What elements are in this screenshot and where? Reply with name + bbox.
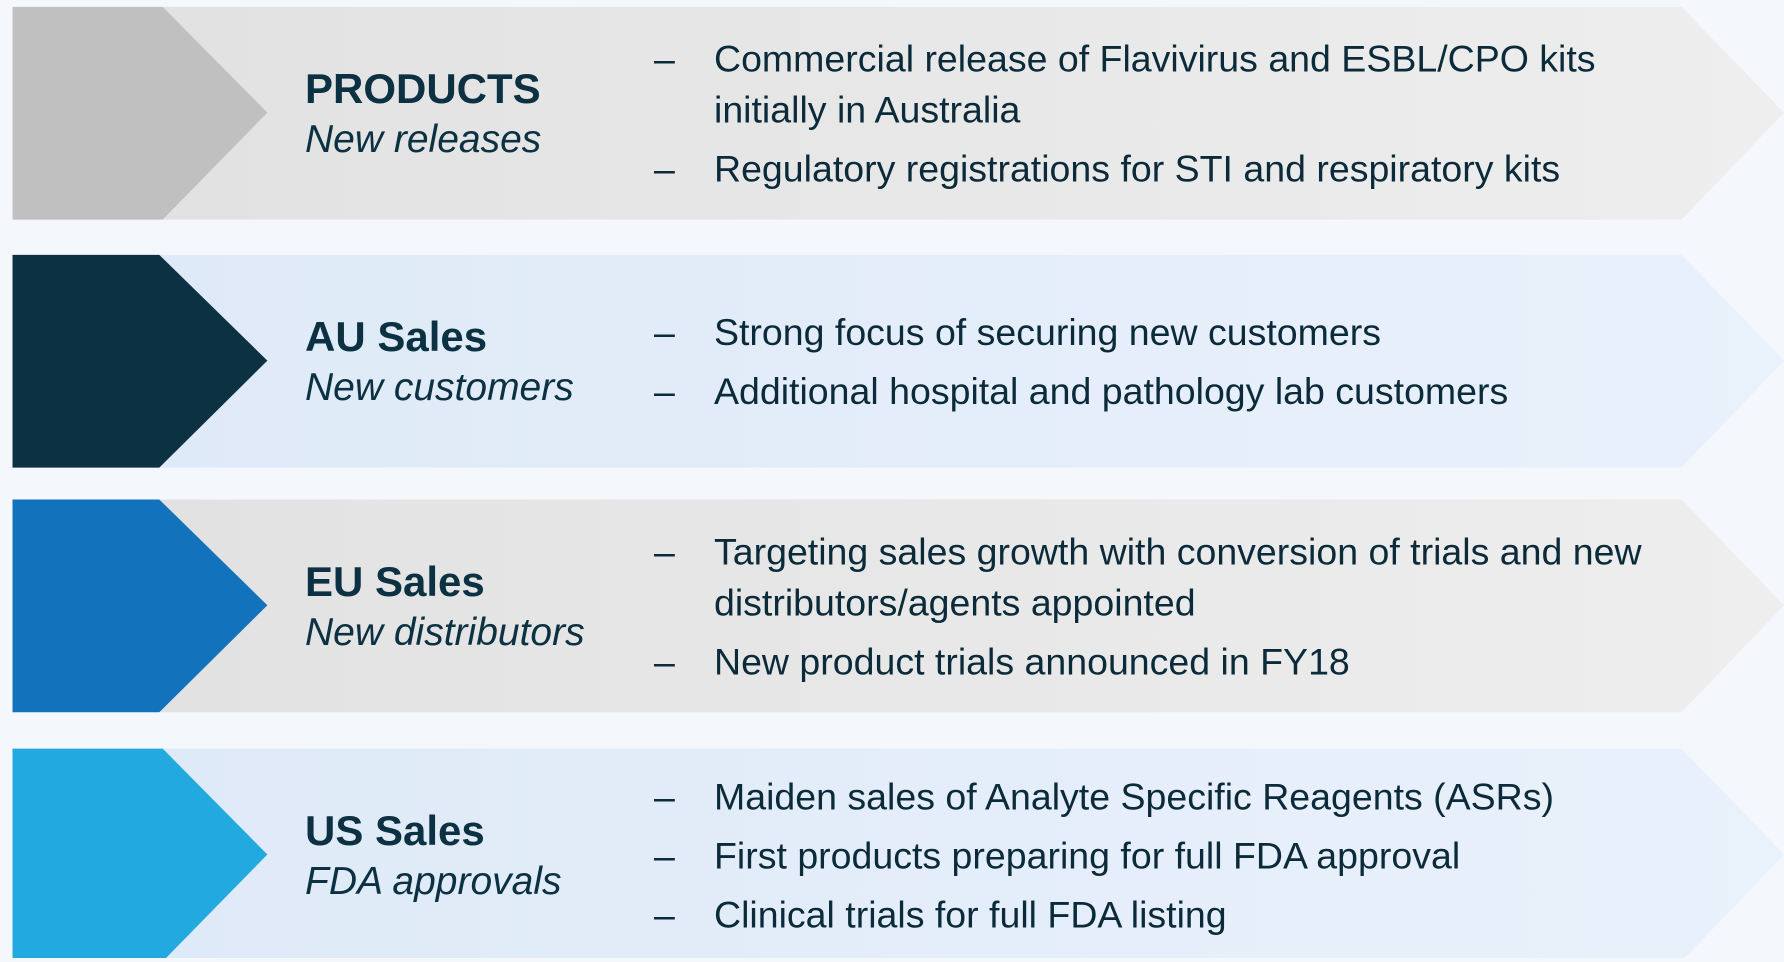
bullet-dash: – bbox=[654, 530, 675, 572]
bullet-dash: – bbox=[654, 147, 675, 189]
bullet-text: New product trials announced in FY18 bbox=[714, 640, 1350, 682]
row-subtitle: New distributors bbox=[305, 610, 585, 654]
bullet: – Strong focus of securing new customers bbox=[654, 307, 1714, 358]
bullet: – Maiden sales of Analyte Specific Reagen… bbox=[654, 771, 1714, 822]
row: US Sales FDA approvals – Maiden sales of An… bbox=[0, 749, 1784, 962]
row-heading: AU Sales New customers bbox=[305, 311, 574, 413]
bullet-dash: – bbox=[654, 369, 675, 412]
bullet: – Clinical trials for full FDA listing bbox=[654, 889, 1714, 940]
bullet-dash: – bbox=[654, 775, 675, 817]
row-heading: PRODUCTS New releases bbox=[305, 63, 541, 165]
chevron bbox=[12, 6, 268, 220]
bullet-text: Strong focus of securing new customers bbox=[714, 310, 1381, 353]
row: AU Sales New customers – Strong focus of se… bbox=[0, 255, 1784, 468]
row-heading: US Sales FDA approvals bbox=[305, 805, 562, 907]
bullet-list: – Commercial release of Flavivirus and ES… bbox=[654, 25, 1714, 202]
bullet-list: – Maiden sales of Analyte Specific Reagen… bbox=[654, 763, 1714, 948]
banner bbox=[159, 499, 1784, 713]
row: EU Sales New distributors – Targeting sales… bbox=[0, 500, 1784, 713]
bullet: – Targeting sales growth with conversion … bbox=[654, 526, 1714, 628]
bullet-text: Targeting sales growth with conversion o… bbox=[714, 530, 1642, 623]
banner bbox=[159, 254, 1784, 468]
row-title: AU Sales bbox=[305, 312, 488, 360]
bullet-dash: – bbox=[654, 893, 675, 935]
row-title: PRODUCTS bbox=[305, 64, 541, 112]
row-subtitle: New customers bbox=[305, 365, 574, 409]
bullet: – Additional hospital and pathology lab c… bbox=[654, 366, 1714, 417]
banner bbox=[162, 748, 1784, 958]
row-title: US Sales bbox=[305, 806, 485, 854]
row-title: EU Sales bbox=[305, 557, 485, 605]
bullet-text: Additional hospital and pathology lab cu… bbox=[714, 369, 1509, 412]
bullet-list: – Strong focus of securing new customers –… bbox=[654, 299, 1714, 425]
bullet-text: Maiden sales of Analyte Specific Reagent… bbox=[714, 775, 1554, 817]
bullet: – Regulatory registrations for STI and re… bbox=[654, 143, 1714, 194]
chevron bbox=[12, 748, 268, 958]
bullet: – First products preparing for full FDA a… bbox=[654, 830, 1714, 881]
row: PRODUCTS New releases – Commercial release … bbox=[0, 7, 1784, 220]
bullet-text: First products preparing for full FDA ap… bbox=[714, 834, 1461, 876]
bullet-dash: – bbox=[654, 37, 675, 79]
bullet-dash: – bbox=[654, 834, 675, 876]
bullet: – Commercial release of Flavivirus and ES… bbox=[654, 33, 1714, 135]
row-subtitle: New releases bbox=[305, 117, 542, 161]
bullet-text: Regulatory registrations for STI and res… bbox=[714, 147, 1561, 189]
bullet-list: – Targeting sales growth with conversion … bbox=[654, 518, 1714, 695]
bullet: – New product trials announced in FY18 bbox=[654, 636, 1714, 687]
chevron bbox=[12, 499, 268, 713]
bullet-dash: – bbox=[654, 640, 675, 682]
bullet-text: Clinical trials for full FDA listing bbox=[714, 893, 1227, 935]
banner bbox=[162, 6, 1784, 220]
bullet-dash: – bbox=[654, 310, 675, 353]
chevron bbox=[12, 254, 268, 468]
bullet-text: Commercial release of Flavivirus and ESB… bbox=[714, 37, 1596, 130]
row-heading: EU Sales New distributors bbox=[305, 556, 585, 658]
row-subtitle: FDA approvals bbox=[305, 859, 562, 903]
